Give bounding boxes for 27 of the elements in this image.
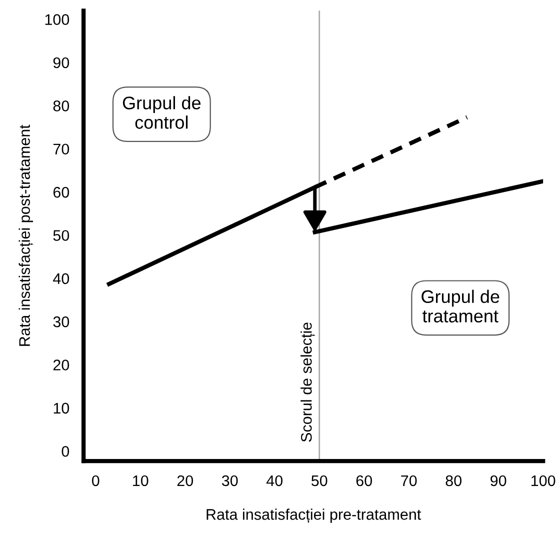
y-tick-label: 20 (53, 360, 70, 370)
x-tick-label: 100 (531, 475, 556, 486)
x-tick-label: 20 (177, 475, 194, 486)
x-tick-label: 50 (311, 475, 328, 486)
annotation: Grupul de control (122, 96, 201, 129)
y-tick-label: 10 (54, 402, 70, 414)
y-tick-label: 0 (62, 446, 70, 457)
y-tick-label: 60 (53, 186, 70, 198)
y-tick-label: 100 (45, 14, 70, 25)
x-tick-label: 10 (133, 475, 148, 486)
y-tick-label: 70 (53, 144, 70, 155)
y-axis-title: Rata insatisfacției post-tratament (18, 124, 34, 346)
y-tick-label: 80 (53, 100, 70, 112)
x-axis-title: Rata insatisfacției pre-tratament (206, 508, 422, 523)
y-tick-label: 40 (53, 273, 70, 284)
x-tick-label: 70 (401, 475, 417, 486)
x-tick-label: 80 (446, 475, 462, 486)
x-tick-label: 40 (266, 475, 283, 486)
x-tick-label: 90 (490, 475, 506, 486)
x-tick-label: 30 (222, 475, 238, 486)
annotation: Grupul de tratament (422, 290, 500, 322)
y-tick-label: 50 (53, 230, 70, 241)
x-tick-label: 0 (92, 475, 100, 486)
x-tick-label: 60 (356, 475, 372, 486)
y-tick-label: 90 (53, 57, 70, 68)
ref-line-label: Scorul de selecție (300, 322, 315, 442)
y-tick-label: 30 (53, 316, 70, 328)
